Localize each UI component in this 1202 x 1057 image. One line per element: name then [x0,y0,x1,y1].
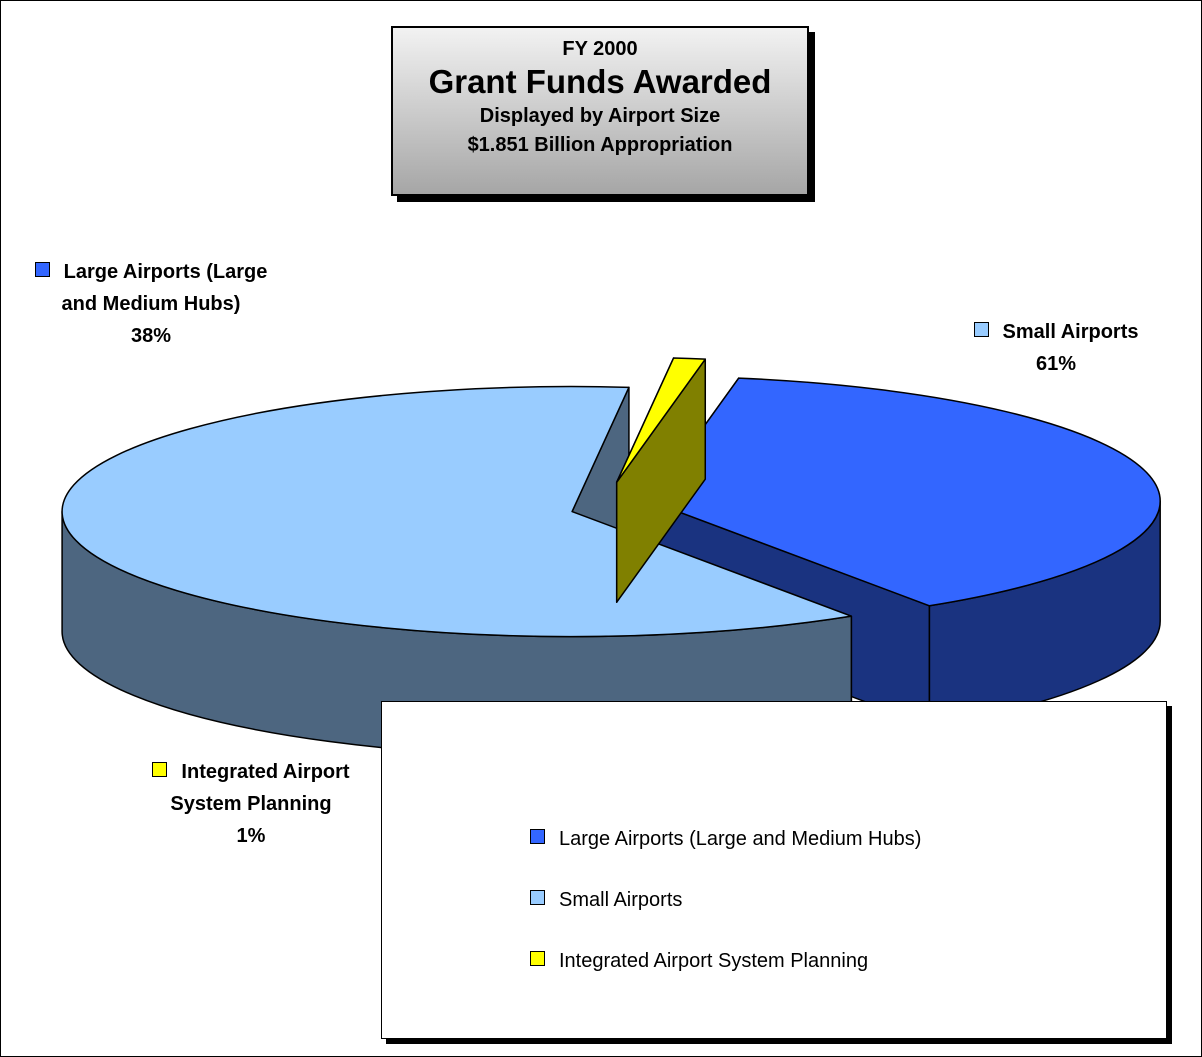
legend-swatch [530,890,545,905]
slice-top [61,385,853,638]
legend-item: Integrated Airport System Planning [530,950,868,973]
legend-item: Small Airports [530,889,682,912]
label-swatch [152,762,168,777]
legend-label: Small Airports [559,889,683,911]
title-box: FY 2000 Grant Funds Awarded Displayed by… [391,26,809,196]
label-name: Large Airports (Large and Medium Hubs) [61,261,268,315]
slice-top [615,357,707,483]
chart-subtitle: Displayed by Airport Size [479,105,721,127]
label-value: 1% [236,825,266,847]
chart-subtitle: $1.851 Billion Appropriation [467,134,733,156]
legend-item: Large Airports (Large and Medium Hubs) [530,828,921,851]
label-value: 38% [130,325,172,347]
chart-supertitle: FY 2000 [562,38,638,60]
data-label: Small Airports 61% [931,316,1181,380]
chart-title: Grant Funds Awarded [428,63,772,100]
pie-slice [61,385,853,758]
data-label: Integrated Airport System Planning 1% [126,756,376,852]
slice-top [649,377,1161,607]
label-value: 61% [1035,353,1077,375]
pie-slice [615,357,707,603]
label-name: Small Airports [1002,321,1139,343]
legend: Large Airports (Large and Medium Hubs) Sm… [381,701,1167,1039]
label-name: Integrated Airport System Planning [170,761,350,815]
legend-swatch [530,951,545,966]
legend-label: Large Airports (Large and Medium Hubs) [559,828,922,850]
data-label: Large Airports (Large and Medium Hubs) 38… [31,256,271,352]
label-swatch [973,322,989,337]
legend-swatch [530,829,545,844]
label-swatch [34,262,50,277]
legend-label: Integrated Airport System Planning [559,950,869,972]
